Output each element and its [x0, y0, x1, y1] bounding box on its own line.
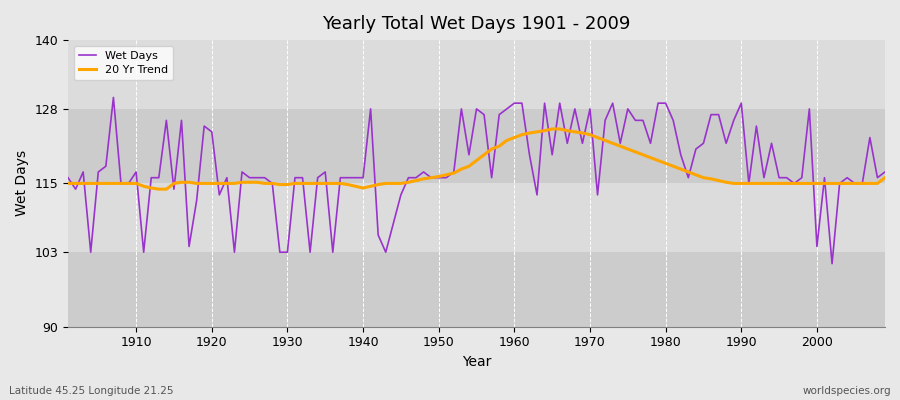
Line: 20 Yr Trend: 20 Yr Trend: [68, 129, 885, 189]
X-axis label: Year: Year: [462, 355, 491, 369]
Y-axis label: Wet Days: Wet Days: [15, 150, 29, 216]
20 Yr Trend: [63, 181, 74, 186]
20 Yr Trend: [297, 181, 308, 186]
Line: Wet Days: Wet Days: [68, 98, 885, 264]
Wet Days: [130, 170, 141, 174]
Bar: [68, 40, 885, 109]
Legend: Wet Days, 20 Yr Trend: Wet Days, 20 Yr Trend: [74, 46, 174, 80]
20 Yr Trend: [123, 181, 134, 186]
Wet Days: [297, 175, 308, 180]
20 Yr Trend: [508, 135, 519, 140]
Text: worldspecies.org: worldspecies.org: [803, 386, 891, 396]
Wet Days: [608, 101, 618, 106]
20 Yr Trend: [153, 187, 164, 192]
Wet Days: [879, 170, 890, 174]
20 Yr Trend: [879, 175, 890, 180]
Wet Days: [826, 261, 837, 266]
Wet Days: [343, 175, 354, 180]
Bar: [68, 252, 885, 327]
Title: Yearly Total Wet Days 1901 - 2009: Yearly Total Wet Days 1901 - 2009: [322, 15, 631, 33]
Text: Latitude 45.25 Longitude 21.25: Latitude 45.25 Longitude 21.25: [9, 386, 174, 396]
Bar: [68, 109, 885, 184]
Wet Days: [517, 101, 527, 106]
Wet Days: [63, 175, 74, 180]
Wet Days: [508, 101, 519, 106]
20 Yr Trend: [343, 182, 354, 187]
Wet Days: [108, 95, 119, 100]
Bar: [68, 184, 885, 252]
20 Yr Trend: [615, 144, 626, 148]
20 Yr Trend: [547, 126, 558, 131]
20 Yr Trend: [517, 132, 527, 137]
